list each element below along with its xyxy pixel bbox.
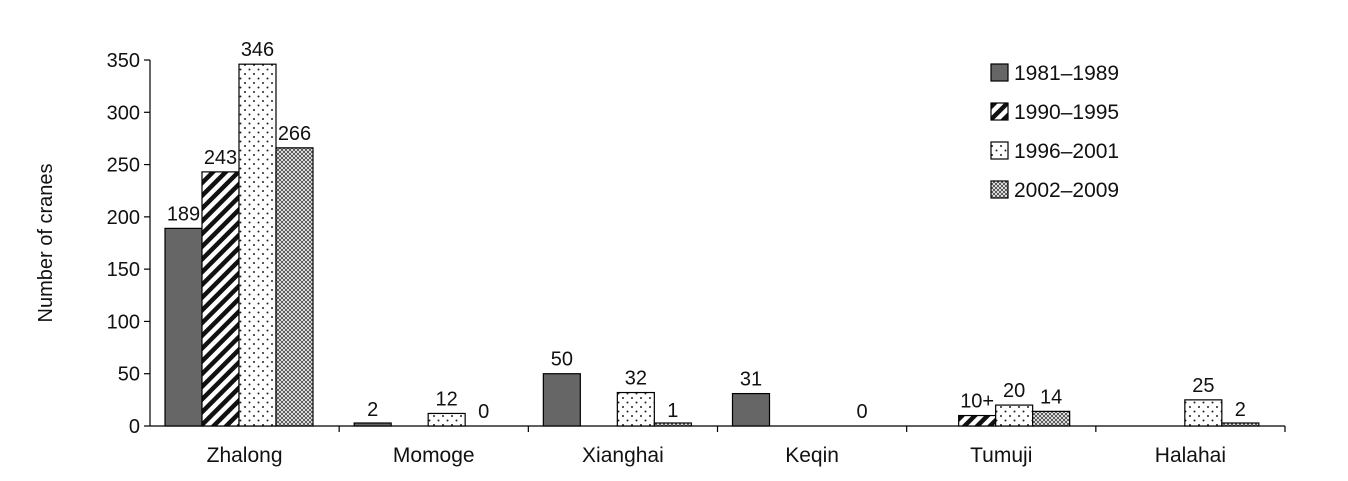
y-tick-label: 100 bbox=[107, 311, 140, 333]
bar bbox=[164, 227, 203, 427]
x-category-label: Zhalong bbox=[207, 444, 283, 467]
bar bbox=[1184, 399, 1223, 427]
y-tick-label: 300 bbox=[107, 102, 140, 124]
data-label: 0 bbox=[478, 401, 489, 423]
data-label: 14 bbox=[1040, 386, 1062, 408]
bar bbox=[201, 171, 240, 427]
data-label: 2 bbox=[367, 399, 378, 421]
data-label: 50 bbox=[551, 349, 573, 371]
bar bbox=[653, 422, 692, 427]
data-label: 2 bbox=[1235, 399, 1246, 421]
legend: 1981–1989 1990–1995 1996–2001 2002–2009 bbox=[990, 62, 1119, 202]
y-tick-label: 150 bbox=[107, 259, 140, 281]
bar bbox=[958, 414, 997, 427]
bar bbox=[616, 391, 655, 427]
y-tick-label: 250 bbox=[107, 155, 140, 177]
bar bbox=[275, 147, 314, 427]
bar bbox=[427, 412, 466, 427]
x-category-label: Momoge bbox=[393, 444, 475, 467]
y-tick-label: 50 bbox=[118, 364, 140, 386]
legend-swatch bbox=[990, 102, 1009, 121]
x-category-label: Keqin bbox=[785, 444, 839, 467]
legend-label: 1996–2001 bbox=[1014, 140, 1119, 163]
data-label: 0 bbox=[856, 401, 867, 423]
data-label: 189 bbox=[167, 203, 200, 225]
bar bbox=[542, 373, 581, 427]
y-tick-label: 350 bbox=[107, 50, 140, 72]
data-label: 32 bbox=[625, 368, 647, 390]
y-axis: 0 50 100 150 200 250 300 350 bbox=[107, 50, 151, 438]
legend-label: 1981–1989 bbox=[1014, 62, 1119, 85]
data-label: 346 bbox=[241, 39, 274, 61]
bar bbox=[238, 63, 277, 427]
x-axis: Zhalong Momoge Xianghai Keqin Tumuji Halahai bbox=[150, 425, 1286, 467]
data-label: 266 bbox=[278, 123, 311, 145]
y-tick-label: 200 bbox=[107, 207, 140, 229]
legend-swatch bbox=[990, 180, 1009, 199]
bar bbox=[353, 422, 392, 427]
legend-label: 2002–2009 bbox=[1014, 179, 1119, 202]
legend-swatch bbox=[990, 63, 1009, 82]
data-label: 1 bbox=[667, 400, 678, 422]
data-label: 10+ bbox=[960, 391, 994, 413]
legend-swatch bbox=[990, 141, 1009, 160]
bar bbox=[1032, 410, 1071, 427]
data-labels: 189 243 346 266 2 12 0 50 32 1 31 0 10+ 20 14 25 2 bbox=[167, 39, 1246, 423]
bars bbox=[164, 63, 1260, 427]
bar bbox=[731, 392, 771, 427]
x-category-label: Halahai bbox=[1155, 444, 1226, 467]
data-label: 243 bbox=[204, 147, 237, 169]
data-label: 25 bbox=[1192, 375, 1214, 397]
bar bbox=[995, 404, 1034, 427]
data-label: 20 bbox=[1003, 380, 1025, 402]
x-category-label: Xianghai bbox=[582, 444, 664, 467]
legend-label: 1990–1995 bbox=[1014, 101, 1119, 124]
data-label: 31 bbox=[740, 369, 762, 391]
bar bbox=[1221, 422, 1260, 427]
data-label: 12 bbox=[436, 388, 458, 410]
y-axis-title: Number of cranes bbox=[35, 164, 57, 323]
y-tick-label: 0 bbox=[129, 416, 140, 438]
x-category-label: Tumuji bbox=[970, 444, 1032, 467]
